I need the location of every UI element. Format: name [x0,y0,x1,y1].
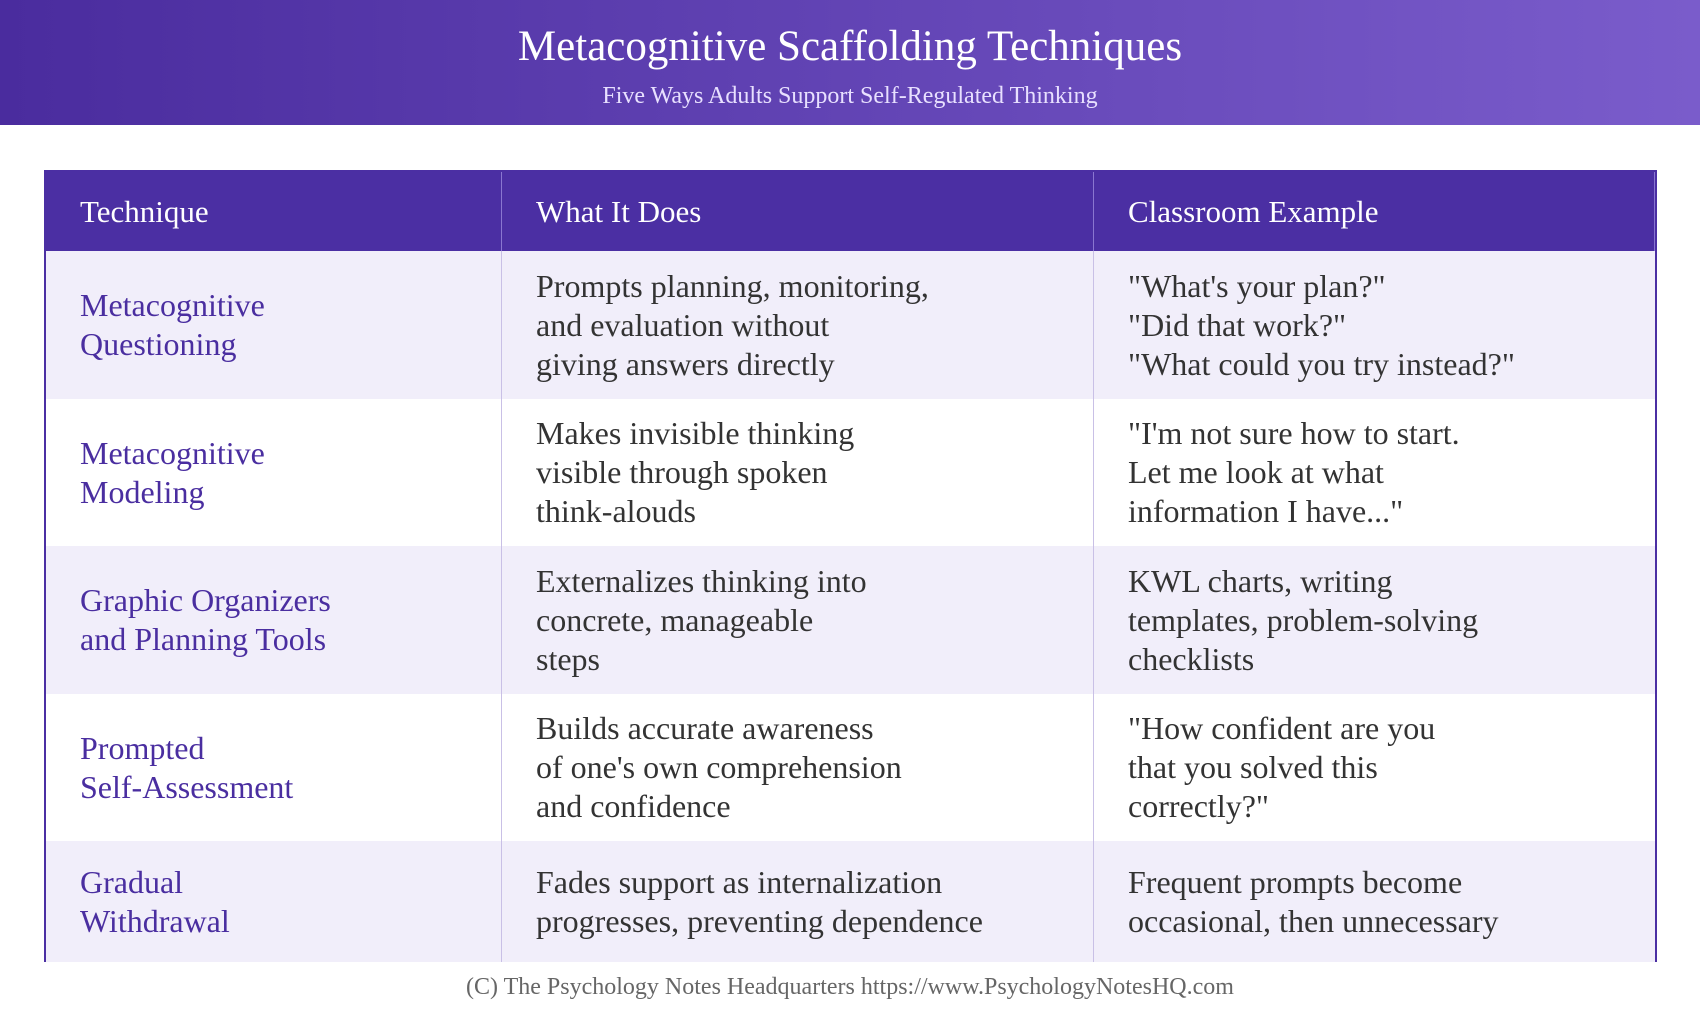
cell-line: Modeling [80,473,205,510]
title: Metacognitive Scaffolding Techniques [517,23,1183,70]
cell-line: checklists [1128,640,1255,677]
cell-line: "Did that work?" [1128,306,1347,343]
table-cell: Fades support as internalization progress… [502,841,1094,962]
cell-line: that you solved this [1128,749,1378,785]
table-cell: "What's your plan?" "Did that work?" "What… [1094,251,1655,399]
column-header: Technique [46,172,502,251]
table-row: Metacognitive Questioning Prompts planning… [46,251,1655,399]
table-row: Metacognitive Modeling Makes invisible thi… [46,399,1655,546]
column-header: What It Does [502,172,1094,251]
cell-line: and confidence [536,788,731,824]
cell-line: Makes invisible thinking [536,415,855,451]
table-row: Gradual Withdrawal Fades support as intern… [46,841,1655,962]
table-cell: Prompted Self-Assessment [46,694,502,841]
header-row: Technique What It Does Classroom Example [46,172,1655,251]
cell-line: of one's own comprehension [536,749,902,785]
cell-line: Gradual [80,863,184,900]
cell-line: correctly?" [1128,788,1269,824]
cell-line: KWL charts, writing [1128,562,1393,599]
table-cell: Builds accurate awareness of one's own co… [502,694,1094,841]
cell-line: Questioning [80,326,237,362]
table-cell: Prompts planning, monitoring, and evaluat… [502,251,1094,399]
cell-line: Let me look at what [1128,454,1384,490]
cell-line: information I have..." [1128,493,1404,529]
cell-line: "What could you try instead?" [1128,345,1515,382]
table-cell: Metacognitive Modeling [46,399,502,546]
cell-line: and evaluation without [536,306,830,343]
cell-line: progresses, preventing dependence [536,902,983,939]
cell-line: "How confident are you [1128,710,1436,746]
cell-line: Externalizes thinking into [536,562,867,599]
table-cell: "How confident are you that you solved th… [1094,694,1655,841]
cell-line: Metacognitive [80,287,265,323]
cell-line: Builds accurate awareness [536,710,874,746]
column-header: Classroom Example [1094,172,1655,251]
table-cell: KWL charts, writing templates, problem-so… [1094,546,1655,694]
cell-line: concrete, manageable [536,601,814,638]
subtitle: Five Ways Adults Support Self-Regulated … [602,83,1098,109]
footer: (C) The Psychology Notes Headquarters ht… [466,974,1234,1000]
cell-line: and Planning Tools [80,621,327,657]
table: Technique What It Does Classroom Example Me… [44,170,1657,962]
cell-line: giving answers directly [536,345,835,382]
table-cell: Gradual Withdrawal [46,841,502,962]
cell-line: Prompted [80,729,205,766]
table-cell: Graphic Organizers and Planning Tools [46,546,502,694]
table-row: Prompted Self-Assessment Builds accurate a… [46,694,1655,841]
cell-line: Withdrawal [80,902,230,939]
table-cell: Metacognitive Questioning [46,251,502,399]
table-cell: Makes invisible thinking visible through … [502,399,1094,546]
cell-line: Prompts planning, monitoring, [536,267,929,304]
header-banner: Metacognitive Scaffolding Techniques Fiv… [0,0,1700,125]
cell-line: Fades support as internalization [536,863,943,900]
cell-line: "What's your plan?" [1128,267,1386,304]
table-cell: "I'm not sure how to start. Let me look a… [1094,399,1655,546]
cell-line: Self-Assessment [80,768,294,805]
cell-line: think-alouds [536,493,696,529]
table-cell: Frequent prompts become occasional, then … [1094,841,1655,962]
cell-line: Metacognitive [80,434,265,471]
cell-line: "I'm not sure how to start. [1128,415,1460,451]
cell-line: occasional, then unnecessary [1128,902,1499,939]
cell-line: Graphic Organizers [80,582,331,618]
cell-line: Frequent prompts become [1128,863,1463,900]
cell-line: templates, problem-solving [1128,601,1479,638]
table-row: Graphic Organizers and Planning Tools Exte… [46,546,1655,694]
table-cell: Externalizes thinking into concrete, mana… [502,546,1094,694]
cell-line: steps [536,640,600,677]
cell-line: visible through spoken [536,454,828,490]
